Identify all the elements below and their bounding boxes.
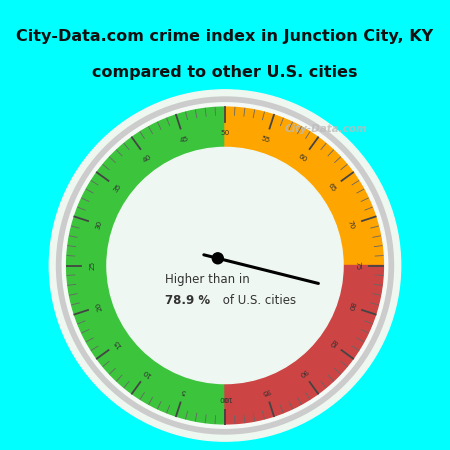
Text: 75: 75 <box>355 261 360 270</box>
Text: 50: 50 <box>220 130 230 136</box>
Text: 30: 30 <box>94 219 104 230</box>
Text: of U.S. cities: of U.S. cities <box>219 293 297 306</box>
Circle shape <box>212 253 223 264</box>
Text: City-Data.com: City-Data.com <box>284 124 367 134</box>
Text: 45: 45 <box>179 135 189 144</box>
Text: 90: 90 <box>297 368 308 378</box>
Text: 25: 25 <box>90 261 95 270</box>
Text: 100: 100 <box>218 395 232 401</box>
Text: 95: 95 <box>261 387 271 396</box>
Text: City-Data.com crime index in Junction City, KY: City-Data.com crime index in Junction Ci… <box>17 28 433 44</box>
Text: 40: 40 <box>142 153 153 163</box>
Wedge shape <box>225 107 383 266</box>
Text: 80: 80 <box>346 301 356 312</box>
Text: 60: 60 <box>297 153 308 163</box>
Text: Higher than in: Higher than in <box>165 274 249 286</box>
Text: 20: 20 <box>94 301 104 312</box>
Text: 15: 15 <box>112 338 123 349</box>
Text: 78.9 %: 78.9 % <box>165 293 210 306</box>
Text: 10: 10 <box>142 368 153 378</box>
Circle shape <box>107 148 343 383</box>
Text: 35: 35 <box>112 182 123 193</box>
Text: 5: 5 <box>181 388 187 395</box>
Text: 70: 70 <box>346 219 356 230</box>
Circle shape <box>50 90 400 441</box>
Text: compared to other U.S. cities: compared to other U.S. cities <box>92 64 358 80</box>
Circle shape <box>57 97 393 434</box>
Text: 55: 55 <box>261 135 271 144</box>
Text: 65: 65 <box>327 182 338 193</box>
Wedge shape <box>67 107 225 424</box>
Wedge shape <box>225 266 383 424</box>
Circle shape <box>62 103 388 428</box>
Text: 85: 85 <box>327 338 338 349</box>
Text: 0: 0 <box>223 395 227 401</box>
